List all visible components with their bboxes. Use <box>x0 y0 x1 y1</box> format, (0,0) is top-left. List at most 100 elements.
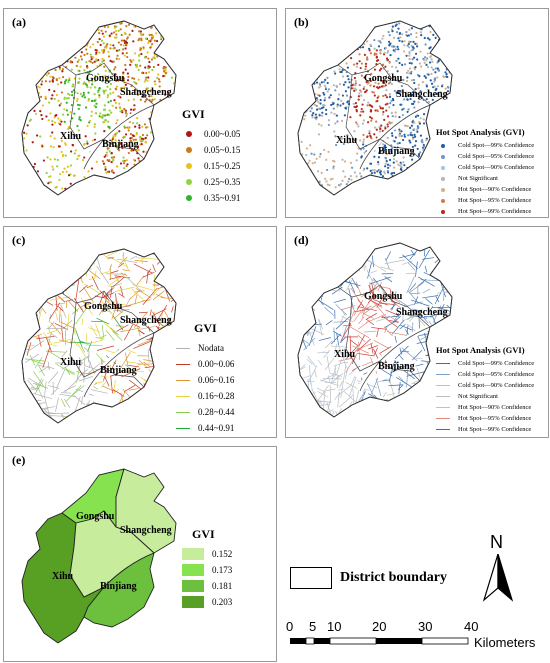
legend-swatch <box>176 363 190 365</box>
map-a <box>21 20 177 196</box>
panel-e: (e) Gongshu Shangcheng Xihu Binjiang GVI… <box>3 446 277 662</box>
legend-label: 0.44~0.91 <box>198 423 235 433</box>
legend-b-title: Hot Spot Analysis (GVI) <box>436 127 525 137</box>
district-label-gongshu: Gongshu <box>86 73 125 84</box>
scale-tick-30: 30 <box>418 619 433 634</box>
legend-label: 0.152 <box>212 549 233 559</box>
legend-d-item: Hot Spot—95% Confidence <box>436 413 534 424</box>
legend-swatch <box>176 427 190 429</box>
legend-b-item: Cold Spot—99% Confidence <box>436 140 534 151</box>
scale-unit: Kilometers <box>474 635 536 650</box>
district-label-gongshu-d: Gongshu <box>364 291 403 302</box>
district-label-xihu-e: Xihu <box>52 571 74 582</box>
legend-b-item: Not Significant <box>436 173 534 184</box>
legend-c-item: 0.00~0.06 <box>176 356 234 372</box>
legend-swatch <box>436 363 450 364</box>
scale-bar-graphic <box>290 637 469 645</box>
map-d <box>297 242 453 418</box>
legend-e-item: 0.203 <box>182 594 232 610</box>
district-label-xihu: Xihu <box>60 131 82 142</box>
legend-label: Hot Spot—99% Confidence <box>458 426 532 433</box>
legend-swatch <box>436 165 450 170</box>
panel-a: (a) Gongshu Shangcheng Xihu Binjiang GVI… <box>3 8 277 218</box>
legend-swatch <box>176 379 190 381</box>
legend-label: Hot Spot—90% Confidence <box>458 186 532 193</box>
legend-b-item: Cold Spot—90% Confidence <box>436 162 534 173</box>
scale-tick-10: 10 <box>327 619 342 634</box>
legend-d-title: Hot Spot Analysis (GVI) <box>436 345 525 355</box>
legend-d: Hot Spot Analysis (GVI) Cold Spot—99% Co… <box>436 345 534 435</box>
legend-swatch <box>176 347 190 349</box>
panel-b: (b) Gongshu Shangcheng Xihu Binjiang Hot… <box>285 8 549 218</box>
legend-label: Not Significant <box>458 175 498 182</box>
legend-swatch <box>436 418 450 419</box>
legend-label: Cold Spot—95% Confidence <box>458 371 535 378</box>
scale-bar: 0 5 10 20 30 40 Kilometers <box>282 618 550 658</box>
scale-tick-20: 20 <box>372 619 387 634</box>
legend-swatch <box>436 396 450 397</box>
legend-b-item: Hot Spot—95% Confidence <box>436 195 534 206</box>
legend-c-item: 0.06~0.16 <box>176 372 234 388</box>
legend-label: 0.181 <box>212 581 233 591</box>
legend-swatch <box>182 580 204 592</box>
panel-d: (d) Gongshu Shangcheng Xihu Binjiang Hot… <box>285 226 549 438</box>
legend-e: GVI 0.152 0.173 0.181 0.203 <box>182 527 232 610</box>
legend-label: Nodata <box>198 343 224 353</box>
map-c <box>21 248 177 424</box>
panel-label-d: (d) <box>294 233 309 247</box>
panel-c: (c) Gongshu Shangcheng Xihu Binjiang GVI… <box>3 226 277 438</box>
legend-swatch <box>182 195 196 201</box>
legend-a-item: 0.00~0.05 <box>182 126 240 142</box>
map-e <box>21 468 177 644</box>
boundary-swatch <box>290 567 332 589</box>
legend-swatch <box>436 187 450 192</box>
legend-swatch <box>182 179 196 185</box>
legend-label: Hot Spot—99% Confidence <box>458 208 532 215</box>
district-label-binjiang: Binjiang <box>102 139 139 150</box>
legend-label: Not Significant <box>458 393 498 400</box>
legend-swatch <box>436 198 450 203</box>
legend-label: Cold Spot—90% Confidence <box>458 164 535 171</box>
legend-a: GVI 0.00~0.05 0.05~0.15 0.15~0.25 0.25~0.35… <box>182 107 240 206</box>
legend-b-item: Cold Spot—95% Confidence <box>436 151 534 162</box>
legend-swatch <box>436 176 450 181</box>
legend-swatch <box>176 395 190 397</box>
legend-swatch <box>436 374 450 375</box>
legend-e-title: GVI <box>192 527 215 541</box>
district-label-binjiang-d: Binjiang <box>378 361 415 372</box>
legend-label: 0.16~0.28 <box>198 391 235 401</box>
panel-label-b: (b) <box>294 15 309 29</box>
north-arrow-icon <box>482 554 514 602</box>
district-label-binjiang-b: Binjiang <box>378 146 415 157</box>
legend-label: 0.173 <box>212 565 233 575</box>
district-label-gongshu-c: Gongshu <box>84 301 123 312</box>
legend-label: Cold Spot—99% Confidence <box>458 142 535 149</box>
legend-b: Hot Spot Analysis (GVI) Cold Spot—99% Co… <box>436 127 534 217</box>
map-b <box>297 20 453 196</box>
district-label-shangcheng-b: Shangcheng <box>396 89 448 100</box>
legend-label: 0.203 <box>212 597 233 607</box>
legend-swatch <box>182 596 204 608</box>
legend-swatch <box>182 163 196 169</box>
legend-label: Hot Spot—95% Confidence <box>458 197 532 204</box>
legend-label: Cold Spot—95% Confidence <box>458 153 535 160</box>
north-arrow: N <box>478 532 518 604</box>
legend-c: GVI Nodata 0.00~0.06 0.06~0.16 0.16~0.28 0.2… <box>176 321 234 436</box>
legend-swatch <box>176 411 190 413</box>
legend-b-item: Hot Spot—99% Confidence <box>436 206 534 217</box>
district-label-binjiang-e: Binjiang <box>100 581 137 592</box>
legend-e-item: 0.181 <box>182 578 232 594</box>
legend-label: 0.05~0.15 <box>204 145 241 155</box>
legend-swatch <box>182 564 204 576</box>
legend-swatch <box>436 429 450 430</box>
legend-label: 0.00~0.05 <box>204 129 241 139</box>
legend-label: 0.15~0.25 <box>204 161 241 171</box>
legend-d-item: Cold Spot—95% Confidence <box>436 369 534 380</box>
legend-label: Hot Spot—90% Confidence <box>458 404 532 411</box>
district-label-gongshu-e: Gongshu <box>76 511 115 522</box>
district-label-shangcheng: Shangcheng <box>120 87 172 98</box>
district-label-xihu-d: Xihu <box>334 349 356 360</box>
legend-label: Hot Spot—95% Confidence <box>458 415 532 422</box>
legend-e-item: 0.173 <box>182 562 232 578</box>
legend-swatch <box>182 548 204 560</box>
